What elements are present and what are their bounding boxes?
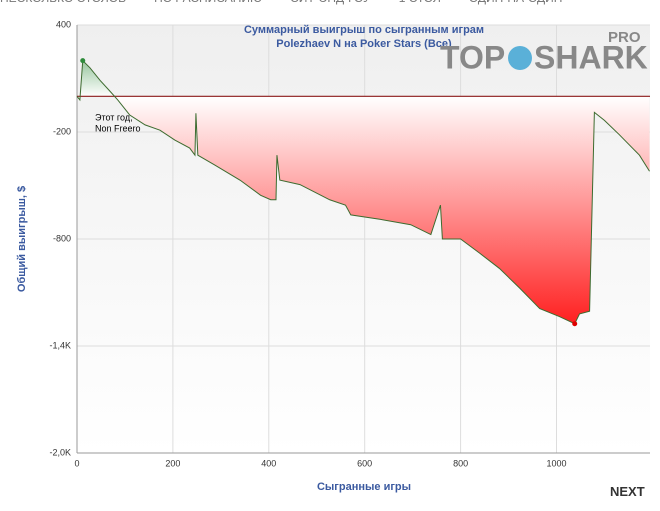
- chart-subtitle: Polezhaev N на Poker Stars (Все): [276, 38, 452, 50]
- chart-title: Суммарный выигрыш по сыгранным играм: [244, 24, 484, 36]
- y-tick-label: -2,0K: [49, 447, 71, 457]
- x-axis-label: Сыгранные игры: [317, 481, 411, 493]
- min-marker: [572, 321, 578, 327]
- nav-item[interactable]: 1 СТОЛ: [399, 0, 441, 5]
- nav-item[interactable]: ОДИН-НА-ОДИН: [469, 0, 563, 5]
- y-tick-label: -800: [53, 233, 71, 243]
- logo-text: TOP: [440, 39, 505, 75]
- area-negative: [77, 96, 650, 324]
- x-tick-label: 600: [357, 458, 372, 468]
- x-tick-label: 400: [261, 458, 276, 468]
- annotation: Этот год,: [95, 112, 133, 122]
- nav: НЕСКОЛЬКО СТОЛОВ ПО РАСПИСАНИЮ СИТ-ЭНД-ГОУ…: [0, 0, 660, 7]
- logo: TOP SHARK PRO: [440, 29, 648, 75]
- logo-text: SHARK: [534, 39, 648, 75]
- y-tick-label: -1,4K: [49, 340, 71, 350]
- nav-item[interactable]: ПО РАСПИСАНИЮ: [154, 0, 262, 5]
- x-tick-label: 800: [453, 458, 468, 468]
- logo-badge: PRO: [608, 29, 641, 46]
- max-marker: [80, 58, 86, 64]
- line: [76, 59, 650, 325]
- nav-item[interactable]: СИТ-ЭНД-ГОУ: [290, 0, 371, 5]
- annotation: Non Freero: [95, 123, 141, 133]
- x-tick-label: 0: [74, 458, 79, 468]
- y-tick-label: 400: [56, 19, 71, 29]
- y-axis-label: Общий выигрыш, $: [16, 186, 28, 292]
- x-tick-label: 200: [165, 458, 180, 468]
- logo-icon: [508, 46, 532, 70]
- next-button[interactable]: NEXT: [610, 484, 645, 499]
- nav-item[interactable]: НЕСКОЛЬКО СТОЛОВ: [0, 0, 126, 5]
- y-tick-label: -200: [53, 126, 71, 136]
- x-tick-label: 1000: [546, 458, 566, 468]
